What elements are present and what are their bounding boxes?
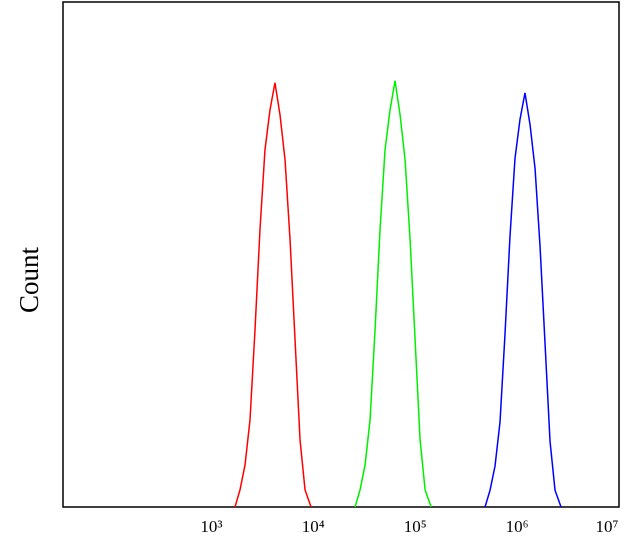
x-tick-label: 10³ bbox=[200, 517, 222, 536]
x-tick-label: 10⁶ bbox=[506, 517, 529, 536]
x-tick-label: 10⁴ bbox=[302, 517, 325, 536]
x-tick-label: 10⁵ bbox=[404, 517, 427, 536]
plot-frame bbox=[62, 1, 620, 508]
histogram-line bbox=[234, 82, 312, 508]
histogram-line bbox=[354, 80, 432, 508]
x-tick-label: 10⁷ bbox=[596, 517, 619, 536]
y-axis-label: Count bbox=[14, 246, 44, 313]
histogram-line bbox=[484, 92, 562, 508]
